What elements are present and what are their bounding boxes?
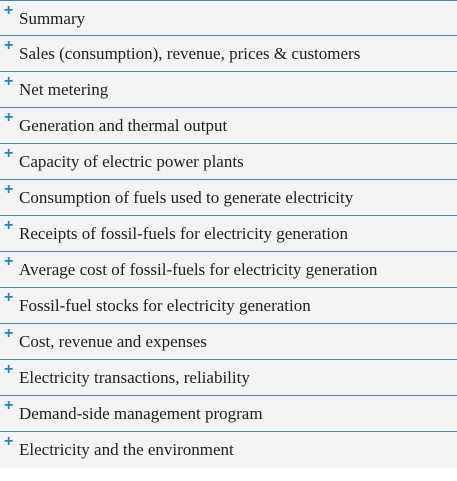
accordion-item-fuel-cost[interactable]: + Average cost of fossil-fuels for elect… [0, 252, 457, 288]
plus-icon[interactable]: + [4, 181, 14, 198]
accordion-item-label: Average cost of fossil-fuels for electri… [19, 260, 378, 279]
plus-icon[interactable]: + [4, 145, 14, 162]
accordion-item-label: Fossil-fuel stocks for electricity gener… [19, 296, 311, 315]
accordion-item-label: Electricity transactions, reliability [19, 368, 250, 387]
accordion-list: + Summary + Sales (consumption), revenue… [0, 0, 457, 468]
accordion-item-environment[interactable]: + Electricity and the environment [0, 432, 457, 468]
accordion-item-capacity[interactable]: + Capacity of electric power plants [0, 144, 457, 180]
accordion-item-label: Sales (consumption), revenue, prices & c… [19, 44, 361, 63]
accordion-item-label: Net metering [19, 80, 109, 99]
accordion-item-label: Summary [19, 9, 86, 28]
accordion-item-label: Cost, revenue and expenses [19, 332, 207, 351]
accordion-item-fuel-stocks[interactable]: + Fossil-fuel stocks for electricity gen… [0, 288, 457, 324]
accordion-item-label: Generation and thermal output [19, 116, 228, 135]
plus-icon[interactable]: + [4, 289, 14, 306]
accordion-item-label: Capacity of electric power plants [19, 152, 244, 171]
plus-icon[interactable]: + [4, 37, 14, 54]
accordion-item-label: Consumption of fuels used to generate el… [19, 188, 354, 207]
plus-icon[interactable]: + [4, 397, 14, 414]
plus-icon[interactable]: + [4, 325, 14, 342]
accordion-item-sales[interactable]: + Sales (consumption), revenue, prices &… [0, 36, 457, 72]
accordion-item-generation[interactable]: + Generation and thermal output [0, 108, 457, 144]
accordion-item-cost-revenue[interactable]: + Cost, revenue and expenses [0, 324, 457, 360]
accordion-item-fuel-receipts[interactable]: + Receipts of fossil-fuels for electrici… [0, 216, 457, 252]
accordion-item-fuel-consumption[interactable]: + Consumption of fuels used to generate … [0, 180, 457, 216]
plus-icon[interactable]: + [4, 217, 14, 234]
plus-icon[interactable]: + [4, 109, 14, 126]
accordion-item-label: Receipts of fossil-fuels for electricity… [19, 224, 349, 243]
plus-icon[interactable]: + [4, 361, 14, 378]
plus-icon[interactable]: + [4, 73, 14, 90]
accordion-item-demand-side[interactable]: + Demand-side management program [0, 396, 457, 432]
accordion-item-summary[interactable]: + Summary [0, 0, 457, 36]
accordion-item-net-metering[interactable]: + Net metering [0, 72, 457, 108]
plus-icon[interactable]: + [4, 433, 14, 450]
accordion-item-label: Demand-side management program [19, 404, 263, 423]
plus-icon[interactable]: + [4, 253, 14, 270]
plus-icon[interactable]: + [4, 2, 14, 19]
accordion-item-transactions[interactable]: + Electricity transactions, reliability [0, 360, 457, 396]
accordion-item-label: Electricity and the environment [19, 440, 234, 459]
